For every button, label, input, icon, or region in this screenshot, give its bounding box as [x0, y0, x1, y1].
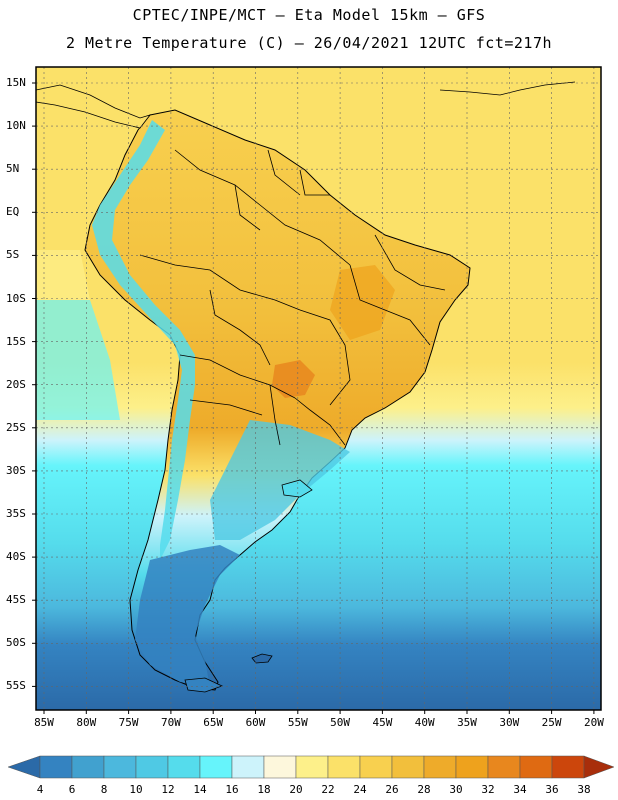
pacific-cool-tongue [36, 300, 120, 420]
colorbar-swatch [359, 755, 393, 779]
lon-label: 80W [76, 716, 97, 729]
colorbar-swatch [487, 755, 521, 779]
lat-label: 30S [6, 463, 26, 477]
lat-label: 15N [6, 76, 26, 89]
lat-label: 35S [6, 507, 26, 520]
lon-label: 30W [499, 716, 520, 729]
colorbar-swatch [455, 755, 489, 779]
lat-label: 45S [6, 593, 26, 607]
colorbar-label: 10 [129, 783, 143, 796]
colorbar-swatch [39, 755, 73, 779]
colorbar-swatch [103, 755, 137, 779]
lon-label: 45W [372, 716, 393, 729]
lon-label: 55W [287, 716, 308, 729]
grid-lines [36, 67, 601, 710]
lat-label: 10N [6, 119, 26, 133]
andes-cool-ridge [92, 120, 195, 560]
colorbar-label: 6 [68, 783, 76, 796]
lon-label: 65W [203, 716, 224, 729]
caribbean-islands [439, 81, 576, 96]
colorbar-swatch [519, 755, 553, 779]
lat-label: EQ [6, 205, 20, 219]
colorbar-swatch [423, 755, 457, 779]
lon-label: 20W [583, 716, 604, 729]
colorbar-swatch [263, 755, 297, 779]
colorbar-left-arrow [7, 755, 41, 779]
title-line-2: 2 Metre Temperature (C) – 26/04/2021 12U… [65, 34, 553, 52]
colorbar-label: 24 [353, 783, 367, 796]
south-temperate-zone [210, 420, 350, 540]
lagoa-dos-patos [281, 479, 313, 498]
lat-label: 50S [6, 636, 26, 650]
colorbar-label: 8 [100, 783, 108, 796]
lat-label: 40S [6, 550, 26, 564]
lon-label: 70W [160, 716, 181, 729]
colorbar-swatch [391, 755, 425, 779]
colorbar-label: 4 [36, 783, 44, 796]
colorbar-swatch [327, 755, 361, 779]
title-line-1: CPTEC/INPE/MCT – Eta Model 15km – GFS [132, 6, 486, 24]
lat-label: 55S [6, 679, 26, 693]
colorbar-swatch [71, 755, 105, 779]
axis-ticks [32, 82, 595, 714]
pacific-pale-band [36, 250, 90, 300]
colorbar-label: 38 [577, 783, 591, 796]
colorbar-swatch [135, 755, 169, 779]
lat-label: 5S [6, 248, 20, 262]
colorbar-label: 32 [481, 783, 495, 796]
lat-label: 25S [6, 420, 26, 434]
colorbar-swatch [295, 755, 329, 779]
colorbar [7, 755, 615, 779]
country-borders [139, 149, 446, 446]
lon-label: 60W [245, 716, 266, 729]
colorbar-label: 28 [417, 783, 431, 796]
colorbar-swatch [167, 755, 201, 779]
patagonia-cool [135, 545, 240, 688]
central-hot-spot [272, 360, 315, 398]
brazil-warm-core [330, 265, 395, 340]
colorbar-label: 16 [225, 783, 239, 796]
colorbar-swatch [231, 755, 265, 779]
colorbar-label: 22 [321, 783, 335, 796]
colorbar-label: 30 [449, 783, 463, 796]
lat-label: 15S [6, 334, 26, 348]
colorbar-label: 36 [545, 783, 559, 796]
lat-label: 5N [6, 162, 20, 176]
colorbar-label: 20 [289, 783, 303, 796]
lon-label: 35W [457, 716, 477, 729]
map-frame [35, 66, 602, 711]
colorbar-label: 12 [161, 783, 175, 796]
lon-label: 40W [414, 716, 435, 729]
lat-label: 20S [6, 377, 26, 391]
lon-label: 75W [118, 716, 139, 729]
colorbar-label: 18 [257, 783, 271, 796]
lat-label: 10S [6, 291, 26, 305]
colorbar-right-arrow [583, 755, 615, 779]
colorbar-swatch [199, 755, 233, 779]
colorbar-label: 14 [193, 783, 207, 796]
lon-label: 50W [330, 716, 351, 729]
lon-label: 85W [34, 716, 54, 729]
colorbar-label: 26 [385, 783, 399, 796]
colorbar-label: 34 [513, 783, 527, 796]
central-america-land [35, 84, 152, 129]
lon-label: 25W [541, 716, 562, 729]
colorbar-swatch [551, 755, 585, 779]
